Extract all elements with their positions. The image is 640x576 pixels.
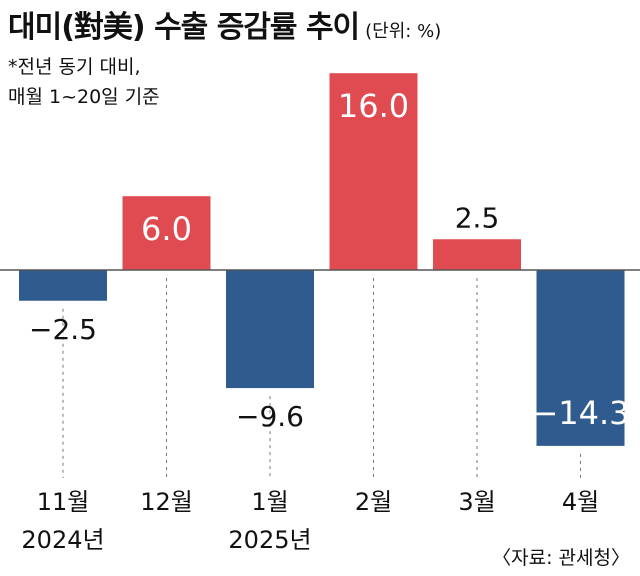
- x-tick-label: 3월: [458, 488, 495, 516]
- data-label: −14.3: [531, 394, 629, 432]
- title-text: 대미(對美) 수출 증감률 추이: [8, 10, 360, 45]
- unit-label: (단위: %): [365, 21, 442, 42]
- data-label: 2.5: [455, 201, 500, 234]
- year-label: 2025년: [228, 526, 311, 554]
- data-label: 6.0: [141, 210, 192, 248]
- bar-2: [226, 270, 314, 389]
- x-tick-label: 1월: [251, 488, 288, 516]
- x-tick-label: 2월: [355, 488, 392, 516]
- x-tick-label: 4월: [562, 488, 599, 516]
- x-tick-label: 12월: [140, 488, 193, 516]
- source-label: 〈자료: 관세청〉: [492, 547, 630, 569]
- year-label: 2024년: [21, 526, 104, 554]
- bar-5: [536, 270, 625, 446]
- x-tick-label: 11월: [37, 488, 90, 516]
- bar-4: [433, 239, 521, 270]
- bar-3: [329, 73, 418, 270]
- chart-note: *전년 동기 대비, 매월 1~20일 기준: [8, 56, 160, 108]
- data-label: −2.5: [29, 313, 97, 346]
- data-label: 16.0: [338, 87, 409, 125]
- chart-title: 대미(對美) 수출 증감률 추이 (단위: %): [8, 2, 441, 46]
- bar-1: [122, 196, 211, 270]
- data-label: −9.6: [236, 400, 304, 433]
- bar-0: [19, 270, 107, 301]
